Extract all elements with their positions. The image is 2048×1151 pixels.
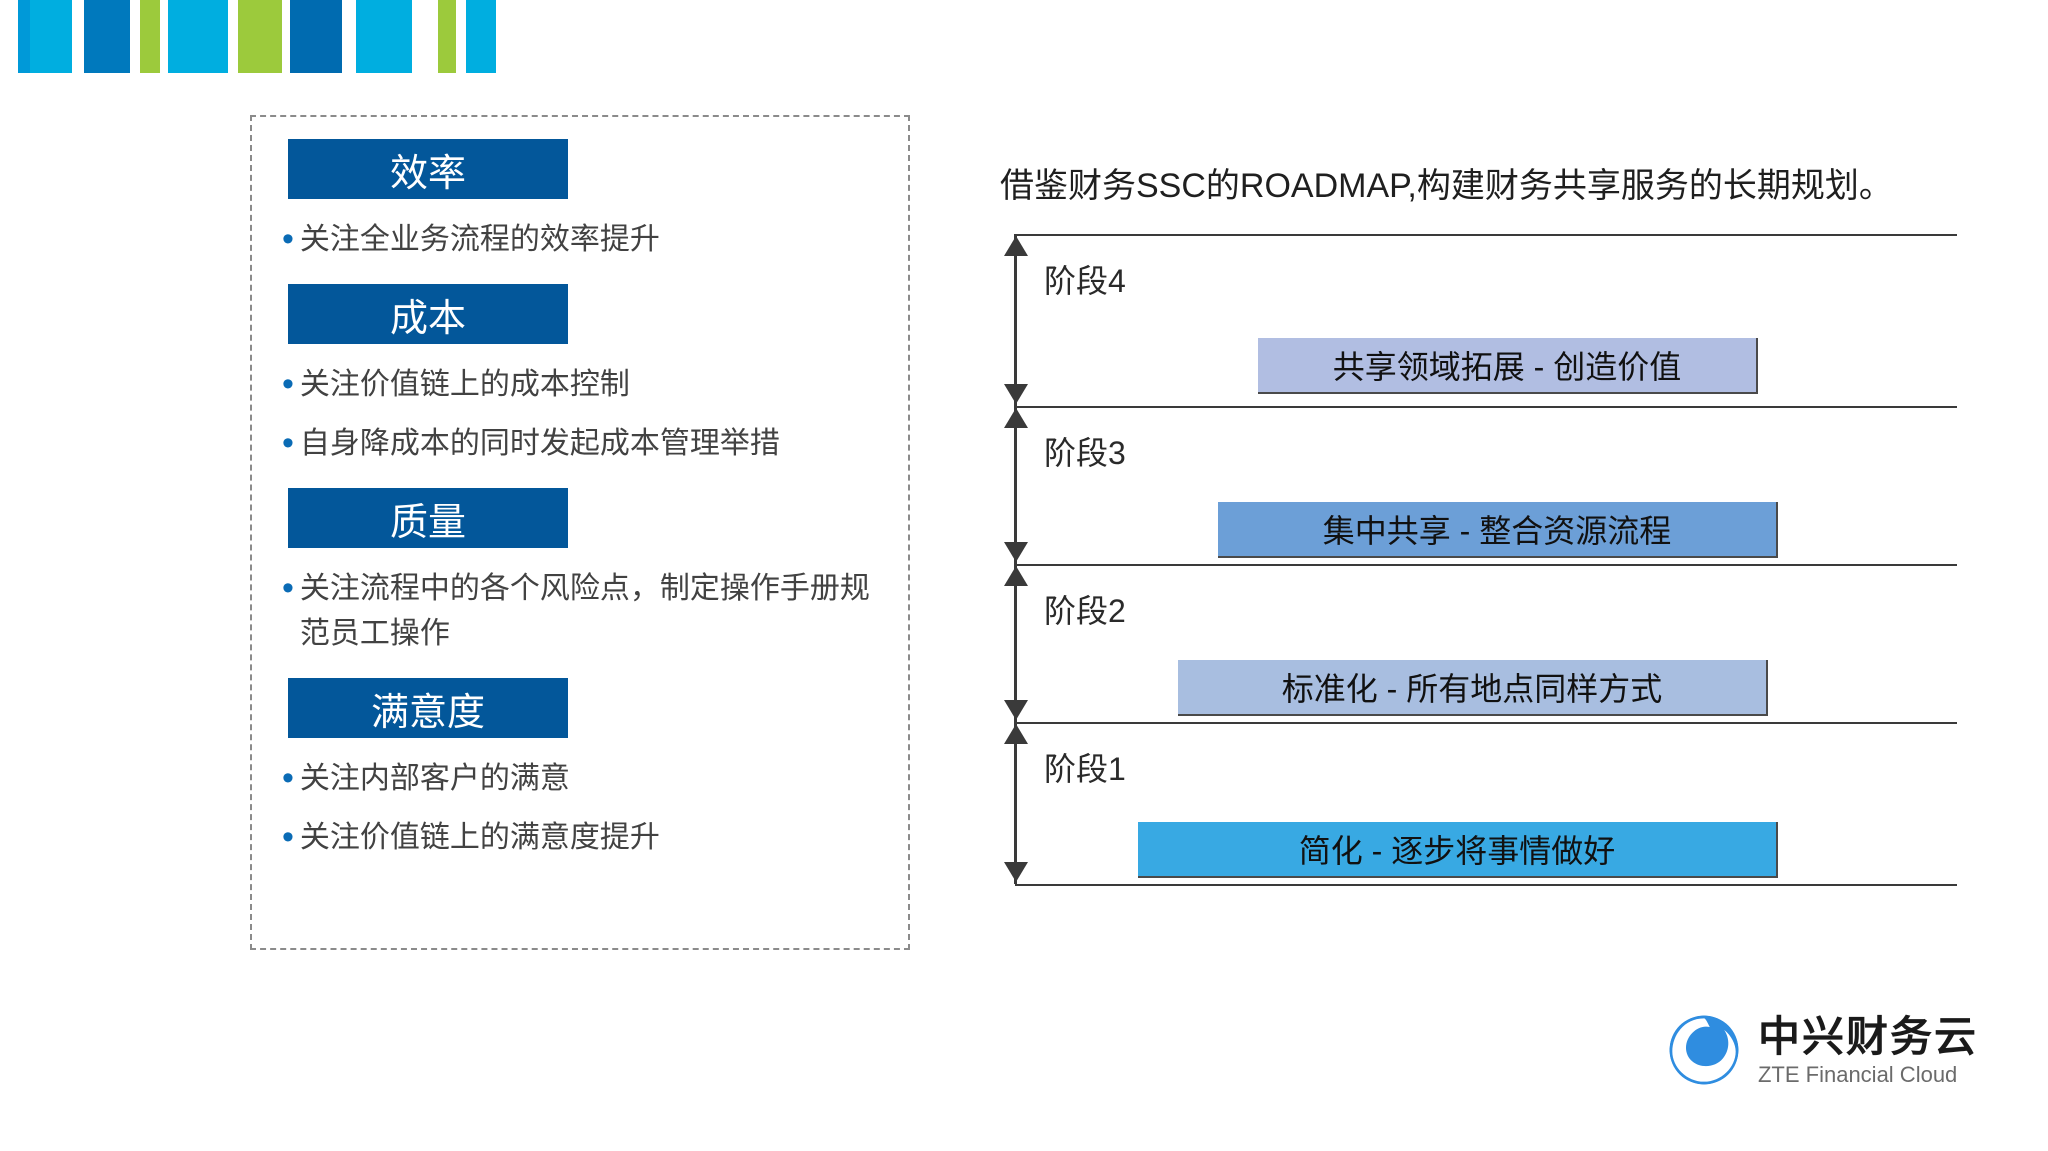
- stage-label: 阶段3: [1044, 428, 1126, 474]
- stripe: [290, 0, 342, 73]
- segment-arrow-up-icon: [1004, 236, 1028, 256]
- footer-brand-cn: 中兴财务云: [1758, 1013, 1978, 1061]
- segment-arrow-down-icon: [1004, 700, 1028, 720]
- stage-bar-text: 集中共享 - 整合资源流程: [1323, 506, 1671, 552]
- bullet-text: 关注内部客户的满意: [300, 756, 570, 801]
- stripe: [84, 0, 130, 73]
- pillar-bullets: •关注流程中的各个风险点，制定操作手册规范员工操作: [282, 566, 878, 656]
- bullet-text: 关注全业务流程的效率提升: [300, 217, 660, 262]
- pillar: 成本•关注价值链上的成本控制•自身降成本的同时发起成本管理举措: [282, 284, 878, 466]
- bullet-line: •关注流程中的各个风险点，制定操作手册规范员工操作: [282, 566, 878, 656]
- pillar-header: 质量: [288, 488, 568, 548]
- bullet-dot-icon: •: [282, 815, 294, 859]
- stage-label: 阶段4: [1044, 256, 1126, 302]
- stripe: [160, 0, 168, 73]
- pillar-header: 成本: [288, 284, 568, 344]
- key-pillars-panel: 效率•关注全业务流程的效率提升成本•关注价值链上的成本控制•自身降成本的同时发起…: [250, 115, 910, 950]
- pillar-header: 效率: [288, 139, 568, 199]
- roadmap-stage: 阶段2 标准化 - 所有地点同样方式: [1038, 564, 1958, 722]
- bullet-text: 关注价值链上的满意度提升: [300, 815, 660, 860]
- stripe: [412, 0, 438, 73]
- roadmap-stage: 阶段1 简化 - 逐步将事情做好: [1038, 722, 1958, 884]
- stripe: [228, 0, 238, 73]
- segment-arrow-up-icon: [1004, 408, 1028, 428]
- header-stripe-accent: [18, 0, 496, 73]
- stage-bar-text: 共享领域拓展 - 创造价值: [1333, 342, 1681, 388]
- bullet-line: •关注价值链上的成本控制: [282, 362, 878, 407]
- stage-bar-text: 简化 - 逐步将事情做好: [1299, 826, 1615, 872]
- stripe: [18, 0, 30, 73]
- stripe: [282, 0, 290, 73]
- stripe: [140, 0, 160, 73]
- bullet-dot-icon: •: [282, 421, 294, 465]
- segment-arrow-down-icon: [1004, 384, 1028, 404]
- segment-arrow-up-icon: [1004, 566, 1028, 586]
- footer-brand: 中兴财务云 ZTE Financial Cloud: [1668, 1013, 1978, 1087]
- pillar-bullets: •关注价值链上的成本控制•自身降成本的同时发起成本管理举措: [282, 362, 878, 466]
- stripe: [342, 0, 356, 73]
- stage-bar: 标准化 - 所有地点同样方式: [1178, 660, 1768, 716]
- segment-arrow-up-icon: [1004, 724, 1028, 744]
- bullet-line: •关注全业务流程的效率提升: [282, 217, 878, 262]
- pillar-header: 满意度: [288, 678, 568, 738]
- bullet-line: •关注内部客户的满意: [282, 756, 878, 801]
- pillar-bullets: •关注内部客户的满意•关注价值链上的满意度提升: [282, 756, 878, 860]
- roadmap-stage: 阶段4 共享领域拓展 - 创造价值: [1038, 234, 1958, 406]
- footer-brand-en: ZTE Financial Cloud: [1758, 1062, 1978, 1087]
- stage-label: 阶段1: [1044, 744, 1126, 790]
- footer-brand-text: 中兴财务云 ZTE Financial Cloud: [1758, 1013, 1978, 1087]
- bullet-text: 自身降成本的同时发起成本管理举措: [300, 421, 780, 466]
- stage-bar: 共享领域拓展 - 创造价值: [1258, 338, 1758, 394]
- stage-bar: 集中共享 - 整合资源流程: [1218, 502, 1778, 558]
- stripe: [438, 0, 456, 73]
- roadmap-figure: 阶段4 共享领域拓展 - 创造价值阶段3 集中共享 - 整合资源流程阶段2 标准化 -…: [1000, 234, 1960, 884]
- stage-bar-text: 标准化 - 所有地点同样方式: [1282, 664, 1662, 710]
- pillar: 效率 •关注全业务流程的效率提升: [282, 139, 878, 262]
- bullet-text: 关注流程中的各个风险点，制定操作手册规范员工操作: [300, 566, 878, 656]
- stripe: [456, 0, 466, 73]
- bullet-dot-icon: •: [282, 362, 294, 406]
- stripe: [30, 0, 72, 73]
- pillar-bullets: •关注全业务流程的效率提升: [282, 217, 878, 262]
- stage-bar: 简化 - 逐步将事情做好: [1138, 822, 1778, 878]
- stripe: [72, 0, 84, 73]
- roadmap-section: 借鉴财务SSC的ROADMAP,构建财务共享服务的长期规划。 阶段4 共享领域拓展…: [1000, 152, 1970, 884]
- bullet-line: •关注价值链上的满意度提升: [282, 815, 878, 860]
- roadmap-title: 借鉴财务SSC的ROADMAP,构建财务共享服务的长期规划。: [1000, 152, 1970, 220]
- segment-arrow-down-icon: [1004, 862, 1028, 882]
- stripe: [130, 0, 140, 73]
- pillar: 质量 •关注流程中的各个风险点，制定操作手册规范员工操作: [282, 488, 878, 656]
- bullet-dot-icon: •: [282, 217, 294, 261]
- stripe: [356, 0, 412, 73]
- roadmap-divider: [1015, 884, 1957, 886]
- bullet-dot-icon: •: [282, 566, 294, 610]
- bullet-text: 关注价值链上的成本控制: [300, 362, 630, 407]
- stripe: [238, 0, 282, 73]
- stage-label: 阶段2: [1044, 586, 1126, 632]
- zte-cloud-logo-icon: [1668, 1014, 1740, 1086]
- stripe: [168, 0, 228, 73]
- pillar: 满意度•关注内部客户的满意•关注价值链上的满意度提升: [282, 678, 878, 860]
- bullet-line: •自身降成本的同时发起成本管理举措: [282, 421, 878, 466]
- roadmap-stage: 阶段3 集中共享 - 整合资源流程: [1038, 406, 1958, 564]
- stripe: [466, 0, 496, 73]
- bullet-dot-icon: •: [282, 756, 294, 800]
- segment-arrow-down-icon: [1004, 542, 1028, 562]
